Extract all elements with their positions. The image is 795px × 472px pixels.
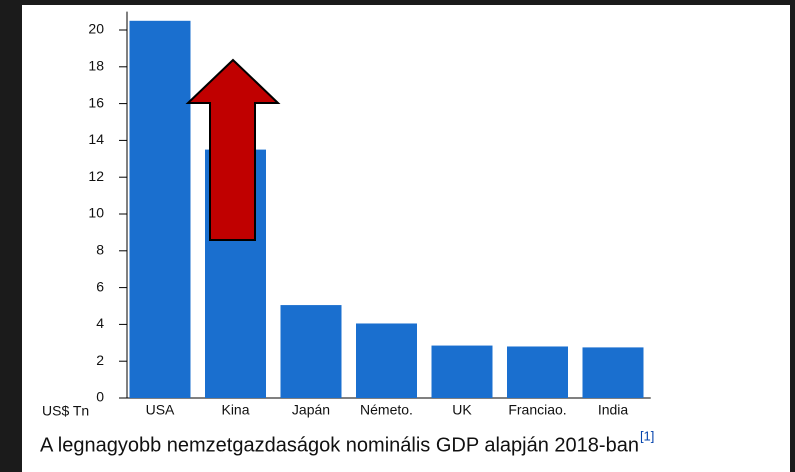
y-tick-label: 10: [88, 205, 104, 221]
bar: [432, 346, 493, 398]
x-tick-label: UK: [452, 402, 472, 418]
y-tick-label: 0: [96, 389, 104, 405]
bar: [583, 347, 644, 398]
y-tick-label: 2: [96, 352, 104, 368]
page: {"chart_data": {"type": "bar", "y_label"…: [0, 0, 795, 472]
y-tick-label: 18: [88, 58, 104, 74]
y-tick-label: 16: [88, 94, 104, 110]
x-tick-label: Németo.: [360, 402, 413, 418]
bar: [356, 323, 417, 398]
x-tick-label: Kina: [221, 402, 249, 418]
y-tick-label: 6: [96, 278, 104, 294]
chart: US$ Tn A legnagyobb nemzetgazdaságok nom…: [0, 0, 795, 472]
y-axis-label: US$ Tn: [42, 403, 89, 419]
caption: A legnagyobb nemzetgazdaságok nominális …: [40, 434, 639, 456]
y-tick-label: 20: [88, 21, 104, 37]
bar: [130, 21, 191, 398]
bar: [507, 346, 568, 398]
y-tick-label: 14: [88, 131, 104, 147]
x-tick-label: USA: [146, 402, 175, 418]
bar: [281, 305, 342, 398]
y-tick-label: 8: [96, 242, 104, 258]
x-tick-label: Franciao.: [508, 402, 566, 418]
y-tick-label: 4: [96, 315, 104, 331]
reference-link[interactable]: [1]: [640, 428, 654, 443]
x-tick-label: Japán: [292, 402, 330, 418]
x-tick-label: India: [598, 402, 629, 418]
y-tick-label: 12: [88, 168, 104, 184]
